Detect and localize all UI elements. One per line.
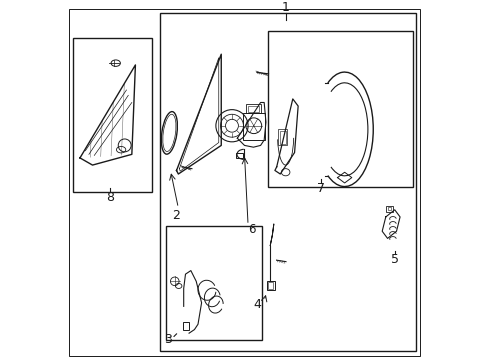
Bar <box>183 322 189 330</box>
Text: 4: 4 <box>253 298 261 311</box>
Text: 1: 1 <box>281 1 289 14</box>
Bar <box>246 104 260 113</box>
Bar <box>387 207 390 211</box>
Bar <box>278 129 287 145</box>
Text: 8: 8 <box>106 191 114 204</box>
Bar <box>73 38 151 192</box>
Bar <box>280 131 285 144</box>
Bar <box>247 106 258 112</box>
Text: 5: 5 <box>390 253 398 266</box>
Bar <box>267 282 273 289</box>
Bar <box>160 13 415 351</box>
Bar <box>235 153 243 158</box>
Bar <box>242 113 264 140</box>
Text: 3: 3 <box>163 333 171 346</box>
Bar <box>266 281 274 290</box>
Text: 6: 6 <box>247 223 255 236</box>
Text: 2: 2 <box>172 209 180 222</box>
Bar <box>165 226 262 340</box>
Bar <box>267 31 412 186</box>
Bar <box>385 206 392 212</box>
Text: 7: 7 <box>317 182 325 195</box>
